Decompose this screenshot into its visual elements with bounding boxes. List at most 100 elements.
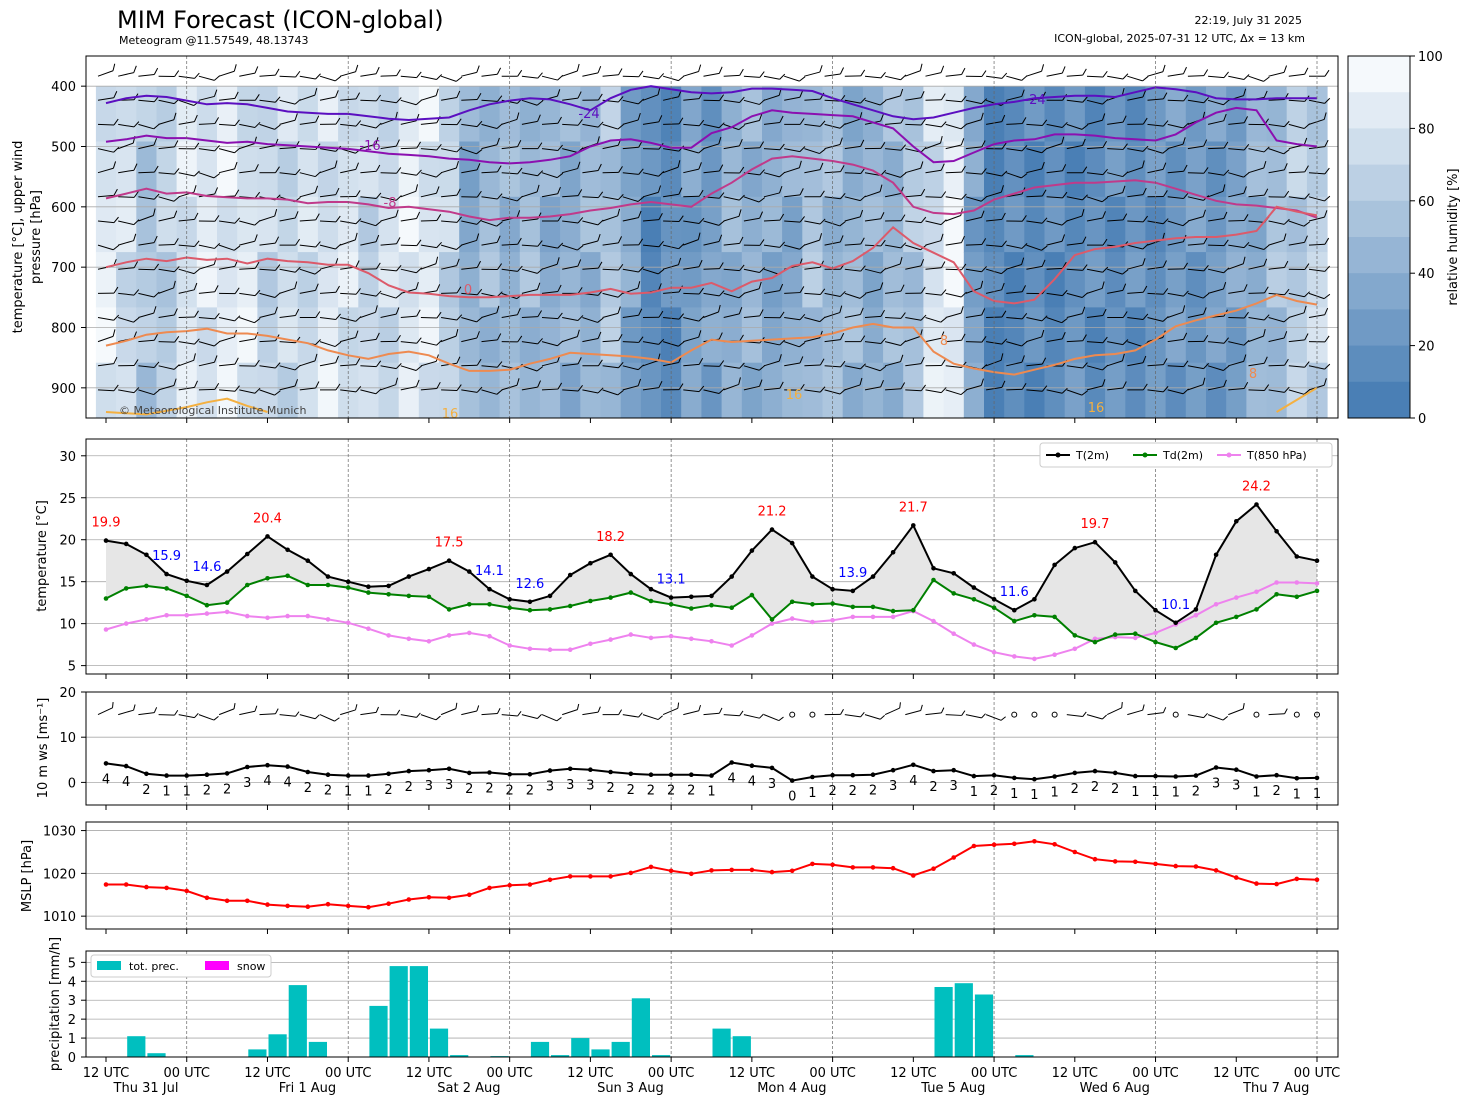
barb-flag	[1062, 289, 1068, 296]
wind-barb	[804, 316, 826, 323]
rh-cell	[1206, 141, 1227, 198]
wind-barb	[360, 66, 380, 77]
legend	[90, 954, 272, 978]
barb-flag	[860, 97, 866, 104]
wind-barb	[1167, 220, 1189, 227]
barb-staff	[1127, 220, 1144, 223]
barb-staff	[864, 99, 881, 106]
barb-flag	[576, 329, 580, 337]
wind-barb	[784, 118, 805, 125]
wind-barb	[198, 172, 221, 179]
barb-flag	[1082, 138, 1086, 146]
barb-staff	[1107, 192, 1123, 198]
barb-flag	[537, 713, 542, 719]
barb-staff	[763, 244, 780, 248]
wind-barb	[743, 196, 766, 203]
contour-label: -24	[1024, 93, 1045, 108]
barb-flag	[739, 96, 745, 103]
barb-flag	[1163, 358, 1168, 365]
rh-cell	[903, 196, 924, 253]
barb-flag	[1324, 265, 1331, 272]
barb-staff	[158, 287, 174, 294]
rh-cell	[701, 307, 723, 364]
barb-flag	[900, 214, 906, 221]
barb-flag	[1142, 313, 1149, 320]
barb-staff	[1308, 292, 1325, 300]
barb-flag	[879, 100, 887, 106]
wind-barb	[1309, 69, 1330, 77]
barb-flag	[860, 69, 866, 77]
wind-barb	[1046, 317, 1068, 324]
rh-cell	[903, 252, 924, 308]
mslp-line-point	[426, 895, 432, 900]
wind-barb	[299, 381, 320, 391]
barb-flag	[799, 146, 806, 153]
wind-barb	[218, 161, 238, 174]
t850-line-point	[325, 617, 331, 622]
wind-value-label: 1	[707, 785, 715, 800]
barb-staff	[138, 196, 155, 200]
wind-barb	[1268, 148, 1290, 155]
rh-cell	[1004, 196, 1025, 253]
wind-barb	[1268, 120, 1290, 128]
wind-barb	[945, 333, 966, 343]
barb-staff	[541, 148, 558, 152]
precip-bar	[732, 1036, 751, 1057]
barb-flag	[576, 63, 580, 72]
mslp-line-point	[547, 877, 553, 883]
wind-barb	[198, 75, 221, 81]
barb-staff	[1208, 341, 1225, 344]
barb-flag	[1082, 96, 1088, 103]
barb-staff	[1046, 240, 1063, 246]
wind-speed-line-point	[547, 768, 553, 773]
rh-cell	[439, 252, 460, 308]
contour-label: 8	[940, 334, 948, 349]
barb-staff	[683, 71, 699, 77]
barb-flag	[577, 91, 582, 99]
barb-staff	[804, 239, 820, 246]
rh-cell	[1246, 86, 1268, 142]
barb-flag	[840, 192, 846, 200]
barb-flag	[1021, 340, 1028, 347]
contour-label: 0	[464, 283, 472, 298]
t850-line-point	[769, 621, 775, 626]
barb-flag	[173, 364, 180, 370]
rh-cell	[95, 307, 117, 364]
barb-flag	[496, 305, 500, 313]
t2m-line-point	[608, 552, 613, 558]
barb-staff	[1228, 388, 1245, 391]
barb-staff	[1228, 172, 1244, 178]
barb-flag	[133, 359, 139, 366]
legend-entry: T(2m)	[1075, 449, 1109, 462]
td2m-line-point	[749, 592, 755, 598]
barb-staff	[985, 172, 1002, 177]
barb-flag	[476, 149, 483, 155]
rh-cell	[217, 141, 238, 198]
wind-barb	[400, 71, 422, 79]
rh-cell	[681, 307, 702, 364]
rh-cell	[439, 196, 460, 253]
wind-barb	[299, 241, 321, 248]
barb-staff	[1308, 118, 1325, 125]
wind-barb	[582, 121, 604, 128]
t2m-line-point	[1052, 562, 1057, 568]
wind-barb	[1107, 283, 1127, 294]
precip-bar	[268, 1034, 287, 1057]
barb-staff	[743, 385, 760, 391]
mslp-line-point	[144, 884, 149, 890]
barb-staff	[380, 75, 397, 77]
wind-value-label: 2	[384, 783, 392, 798]
barb-flag	[1061, 66, 1066, 74]
barb-flag	[254, 317, 261, 324]
wind-barb	[965, 266, 987, 273]
wind-barb	[138, 707, 158, 716]
barb-flag	[638, 712, 643, 718]
barb-staff	[218, 708, 235, 716]
barb-flag	[739, 68, 744, 76]
x-tick-label: 12 UTC	[244, 1066, 290, 1081]
wind-barb	[481, 165, 502, 174]
barb-flag	[678, 117, 684, 125]
barb-flag	[396, 334, 401, 342]
barb-staff	[1006, 361, 1023, 367]
wind-barb	[360, 220, 382, 227]
